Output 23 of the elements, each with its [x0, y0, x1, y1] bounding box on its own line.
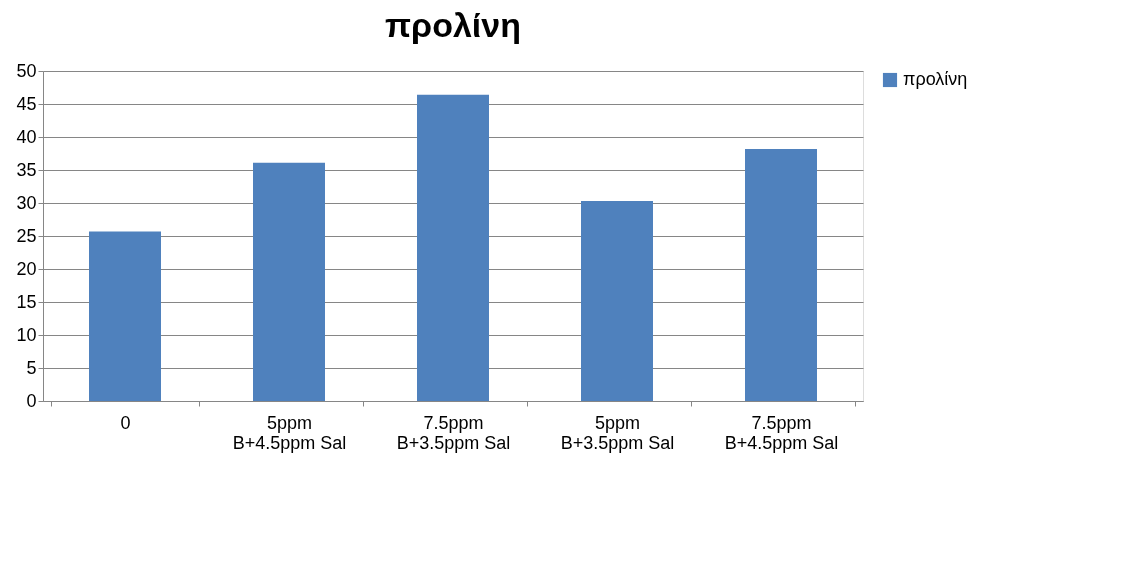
y-tick-label: 20 — [16, 258, 37, 279]
x-tick-label: 0 — [120, 412, 131, 433]
x-tick-label: 5ppm B+3.5ppm Sal — [560, 412, 675, 453]
y-tick-label: 30 — [16, 192, 37, 213]
chart-title: προλίνη — [385, 6, 521, 44]
bar — [581, 201, 653, 401]
y-tick-label: 15 — [16, 291, 37, 312]
bar — [253, 162, 325, 401]
bar — [745, 148, 817, 401]
x-tick-label: 5ppm B+4.5ppm Sal — [232, 412, 347, 453]
y-tick-label: 0 — [26, 390, 37, 411]
y-tick-label: 45 — [16, 93, 37, 114]
x-tick-label: 7.5ppm B+3.5ppm Sal — [396, 412, 511, 453]
bar — [417, 94, 489, 401]
y-tick-label: 5 — [26, 357, 37, 378]
y-tick-label: 35 — [16, 159, 37, 180]
y-tick-label: 50 — [16, 60, 37, 81]
bar — [89, 231, 161, 401]
y-tick-label: 25 — [16, 225, 37, 246]
y-tick-label: 40 — [16, 126, 37, 147]
x-tick-label: 7.5ppm B+4.5ppm Sal — [724, 412, 839, 453]
y-tick-label: 10 — [16, 324, 37, 345]
legend-label: προλίνη — [903, 69, 968, 89]
